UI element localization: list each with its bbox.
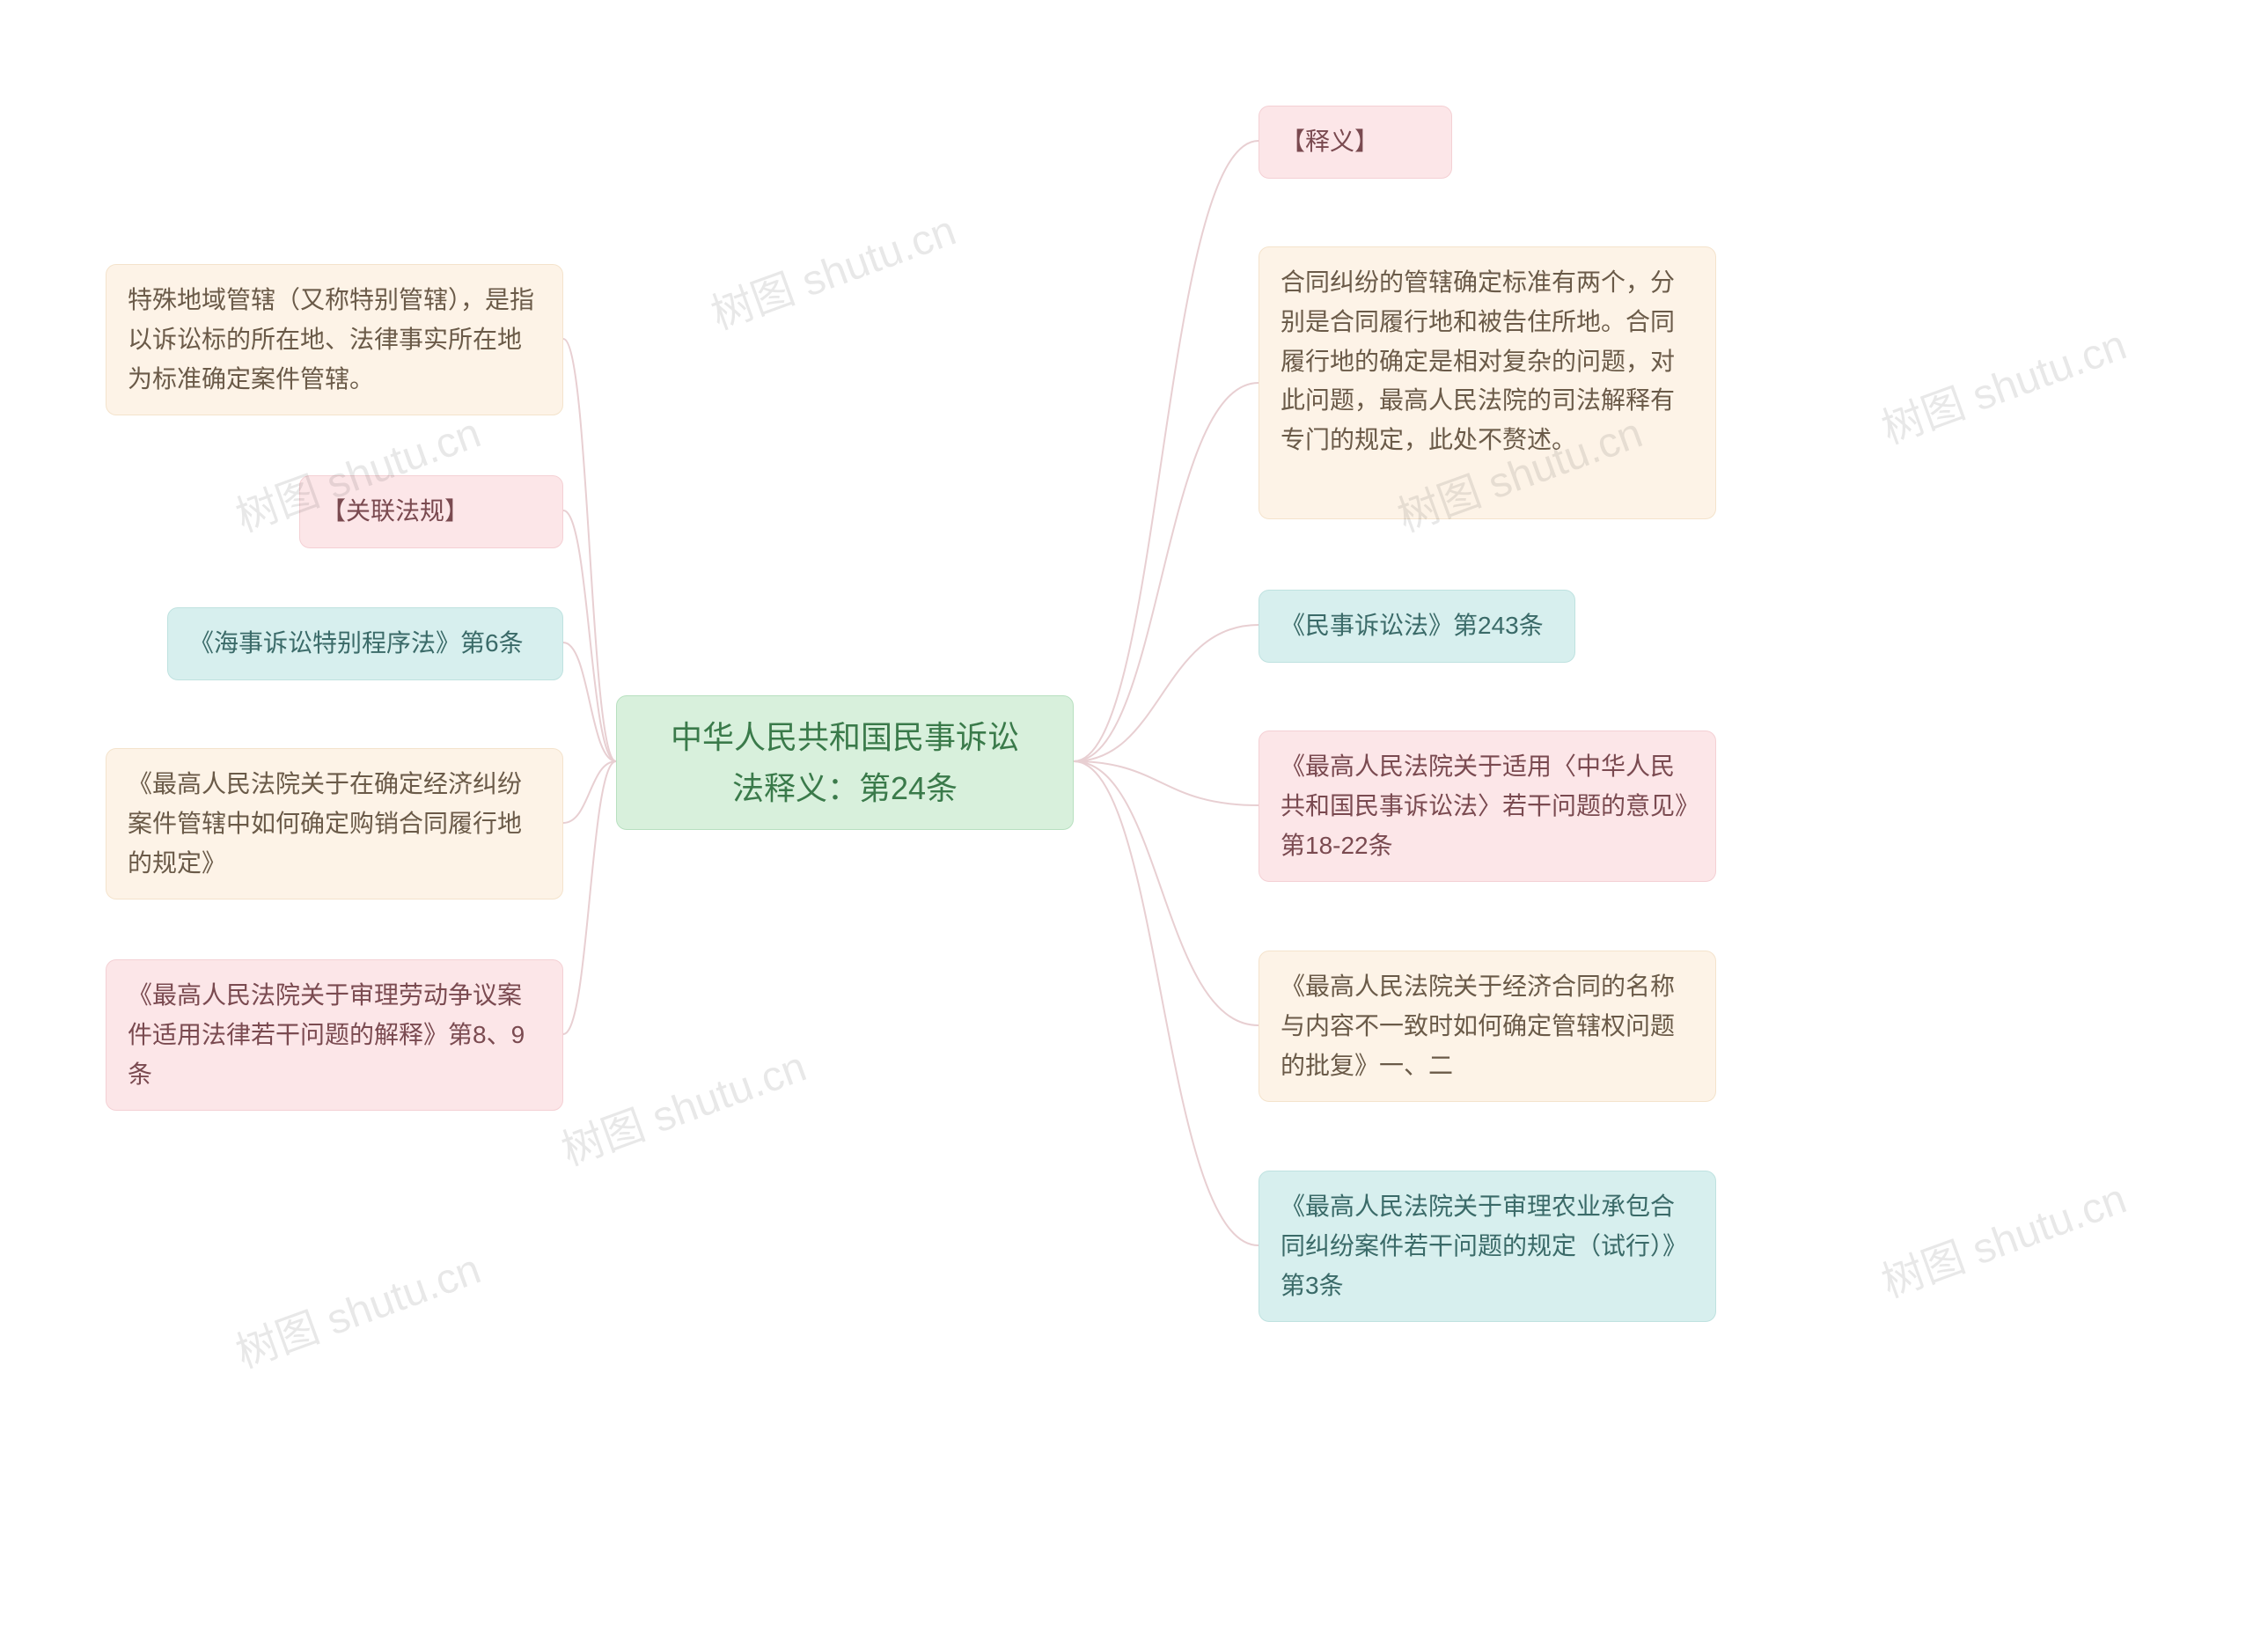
mindmap-right-node-2-label: 《民事诉讼法》第243条 (1281, 612, 1544, 639)
mindmap-left-node-3: 《最高人民法院关于在确定经济纠纷案件管辖中如何确定购销合同履行地的规定》 (106, 748, 563, 899)
mindmap-left-node-0: 特殊地域管辖（又称特别管辖），是指以诉讼标的所在地、法律事实所在地为标准确定案件… (106, 264, 563, 415)
mindmap-right-node-4: 《最高人民法院关于经济合同的名称与内容不一致时如何确定管辖权问题的批复》一、二 (1259, 951, 1716, 1102)
mindmap-center-label: 中华人民共和国民事诉讼 法释义：第24条 (671, 712, 1019, 813)
mindmap-left-node-2-label: 《海事诉讼特别程序法》第6条 (189, 629, 524, 657)
mindmap-left-node-2: 《海事诉讼特别程序法》第6条 (167, 607, 563, 680)
mindmap-right-node-3: 《最高人民法院关于适用〈中华人民共和国民事诉讼法〉若干问题的意见》第18-22条 (1259, 731, 1716, 882)
watermark-1: 树图 shutu.cn (701, 195, 963, 341)
mindmap-right-node-0: 【释义】 (1259, 106, 1452, 179)
watermark-5: 树图 shutu.cn (226, 1234, 488, 1379)
mindmap-left-node-1: 【关联法规】 (299, 475, 563, 548)
mindmap-right-node-3-label: 《最高人民法院关于适用〈中华人民共和国民事诉讼法〉若干问题的意见》第18-22条 (1281, 753, 1687, 859)
watermark-3: 树图 shutu.cn (1872, 310, 2133, 455)
mindmap-right-node-0-label: 【释义】 (1281, 128, 1379, 155)
mindmap-left-node-1-label: 【关联法规】 (321, 497, 469, 525)
mindmap-right-node-2: 《民事诉讼法》第243条 (1259, 590, 1575, 663)
watermark-6: 树图 shutu.cn (1872, 1164, 2133, 1309)
mindmap-right-node-5: 《最高人民法院关于审理农业承包合同纠纷案件若干问题的规定（试行）》第3条 (1259, 1171, 1716, 1322)
mindmap-right-node-4-label: 《最高人民法院关于经济合同的名称与内容不一致时如何确定管辖权问题的批复》一、二 (1281, 973, 1675, 1079)
mindmap-left-node-0-label: 特殊地域管辖（又称特别管辖），是指以诉讼标的所在地、法律事实所在地为标准确定案件… (128, 286, 534, 393)
mindmap-left-node-3-label: 《最高人民法院关于在确定经济纠纷案件管辖中如何确定购销合同履行地的规定》 (128, 770, 522, 877)
mindmap-left-node-4-label: 《最高人民法院关于审理劳动争议案件适用法律若干问题的解释》第8、9条 (128, 981, 525, 1088)
mindmap-right-node-1-label: 合同纠纷的管辖确定标准有两个，分别是合同履行地和被告住所地。合同履行地的确定是相… (1281, 268, 1675, 453)
watermark-4: 树图 shutu.cn (552, 1032, 813, 1177)
mindmap-left-node-4: 《最高人民法院关于审理劳动争议案件适用法律若干问题的解释》第8、9条 (106, 959, 563, 1111)
mindmap-right-node-5-label: 《最高人民法院关于审理农业承包合同纠纷案件若干问题的规定（试行）》第3条 (1281, 1193, 1687, 1299)
mindmap-center: 中华人民共和国民事诉讼 法释义：第24条 (616, 695, 1074, 830)
mindmap-right-node-1: 合同纠纷的管辖确定标准有两个，分别是合同履行地和被告住所地。合同履行地的确定是相… (1259, 246, 1716, 519)
